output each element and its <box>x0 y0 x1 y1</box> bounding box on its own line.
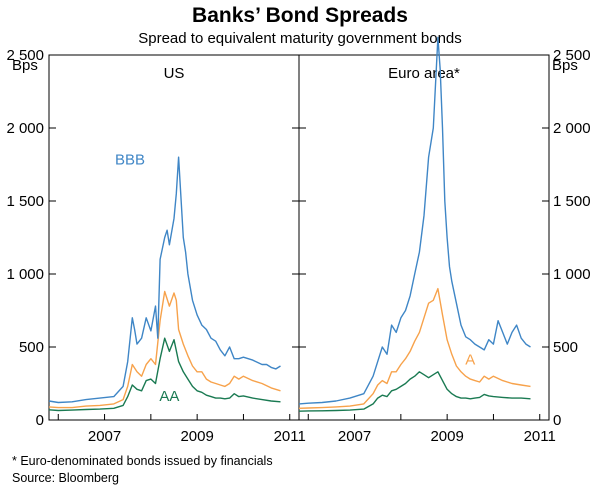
series-lines <box>48 36 531 412</box>
series-line-bbb-panel-1 <box>48 156 281 404</box>
y-tick-label-left: 500 <box>19 339 44 356</box>
series-line-a-panel-2 <box>298 287 531 409</box>
series-label-a: A <box>465 352 475 369</box>
y-tick-label-right: 1 500 <box>553 193 591 210</box>
source-note: Source: Bloomberg <box>12 471 119 485</box>
y-tick-label-right: 0 <box>553 412 561 429</box>
x-tick-label-panel-1: 2007 <box>88 428 121 445</box>
left-axis-unit: Bps <box>12 57 38 74</box>
y-tick-label-right: 2 500 <box>553 47 591 64</box>
chart-subtitle: Spread to equivalent maturity government… <box>138 30 462 47</box>
y-tick-label-right: 2 000 <box>553 120 591 137</box>
right-y-axis: 2 500 2 000 1 500 1 000 500 0 <box>542 47 591 429</box>
series-line-bbb-panel-2 <box>298 36 531 405</box>
panel-title-us: US <box>164 65 185 82</box>
y-tick-label-left: 1 500 <box>6 193 44 210</box>
x-tick-label-panel-2: 2011 <box>524 428 556 445</box>
left-y-axis: 2 500 2 000 1 500 1 000 500 0 <box>6 47 306 429</box>
right-axis-unit: Bps <box>552 57 578 74</box>
y-tick-label-left: 2 000 <box>6 120 44 137</box>
series-line-aa-panel-2 <box>298 371 531 412</box>
x-tick-label-panel-1: 2009 <box>180 428 213 445</box>
y-tick-label-right: 1 000 <box>553 266 591 283</box>
series-line-aa-panel-1 <box>48 337 281 412</box>
y-tick-label-left: 2 500 <box>6 47 44 64</box>
x-tick-label-panel-2: 2007 <box>338 428 371 445</box>
x-axis: 2007 2009 2011 2007 2009 2011 <box>57 414 556 445</box>
x-tick-label-panel-1: 2011 <box>274 428 306 445</box>
series-label-aa: AA <box>159 388 179 405</box>
y-tick-label-left: 0 <box>36 412 44 429</box>
x-tick-label-panel-2: 2009 <box>430 428 463 445</box>
panel-title-euro: Euro area* <box>388 65 460 82</box>
y-tick-label-left: 1 000 <box>6 266 44 283</box>
footnote: * Euro-denominated bonds issued by finan… <box>12 454 273 468</box>
series-line-a-panel-1 <box>48 290 281 409</box>
series-label-bbb: BBB <box>115 152 145 169</box>
y-tick-label-right: 500 <box>553 339 578 356</box>
chart-title: Banks’ Bond Spreads <box>192 4 408 27</box>
